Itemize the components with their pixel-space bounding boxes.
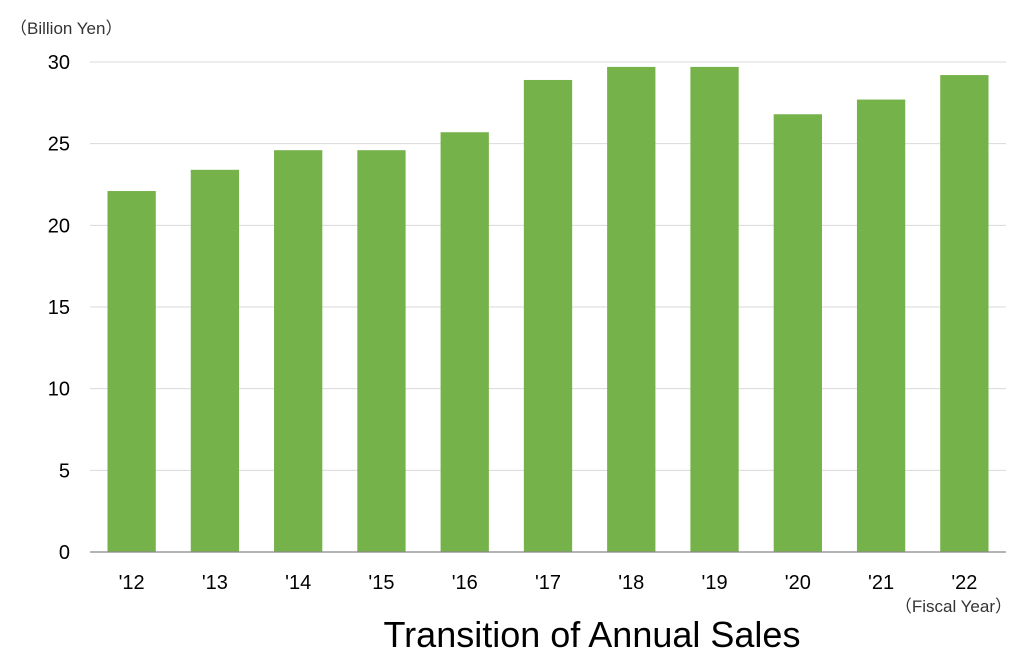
x-tick-label: '16 [452,572,478,594]
y-tick-label: 25 [48,134,70,156]
bar [690,66,739,553]
chart-title: Transition of Annual Sales [384,614,801,655]
y-tick-label: 5 [59,460,70,482]
x-tick-label: '19 [702,572,728,594]
bar [190,169,240,553]
x-tick-label: '12 [119,572,145,594]
bar [107,191,156,553]
y-tick-label: 10 [48,379,70,401]
y-tick-label: 0 [59,542,70,564]
x-tick-label: '17 [535,572,561,594]
bar [773,114,822,553]
x-tick-label: '22 [951,572,977,594]
bar [856,99,906,553]
x-tick-label: '14 [285,572,311,594]
x-tick-labels: '12 '13 '14 '15 '16 '17 '18 '19 '20 '21 '22 [119,572,978,594]
y-tick-label: 15 [48,297,70,319]
x-tick-label: '21 [868,572,894,594]
bar [607,66,656,553]
x-axis-unit-label: （Fiscal Year） [895,597,1012,616]
y-tick-label: 30 [48,52,70,74]
bar [940,75,989,553]
bar [274,150,323,552]
y-axis-unit-label: （Billion Yen） [10,19,122,38]
bar [357,150,406,552]
x-tick-label: '13 [202,572,228,594]
y-tick-labels: 0 5 10 15 20 25 30 [48,52,70,564]
x-tick-label: '20 [785,572,811,594]
x-tick-label: '15 [368,572,394,594]
bar [523,79,573,552]
x-tick-label: '18 [618,572,644,594]
bar [440,132,489,552]
y-tick-label: 20 [48,215,70,237]
bars [107,66,989,553]
